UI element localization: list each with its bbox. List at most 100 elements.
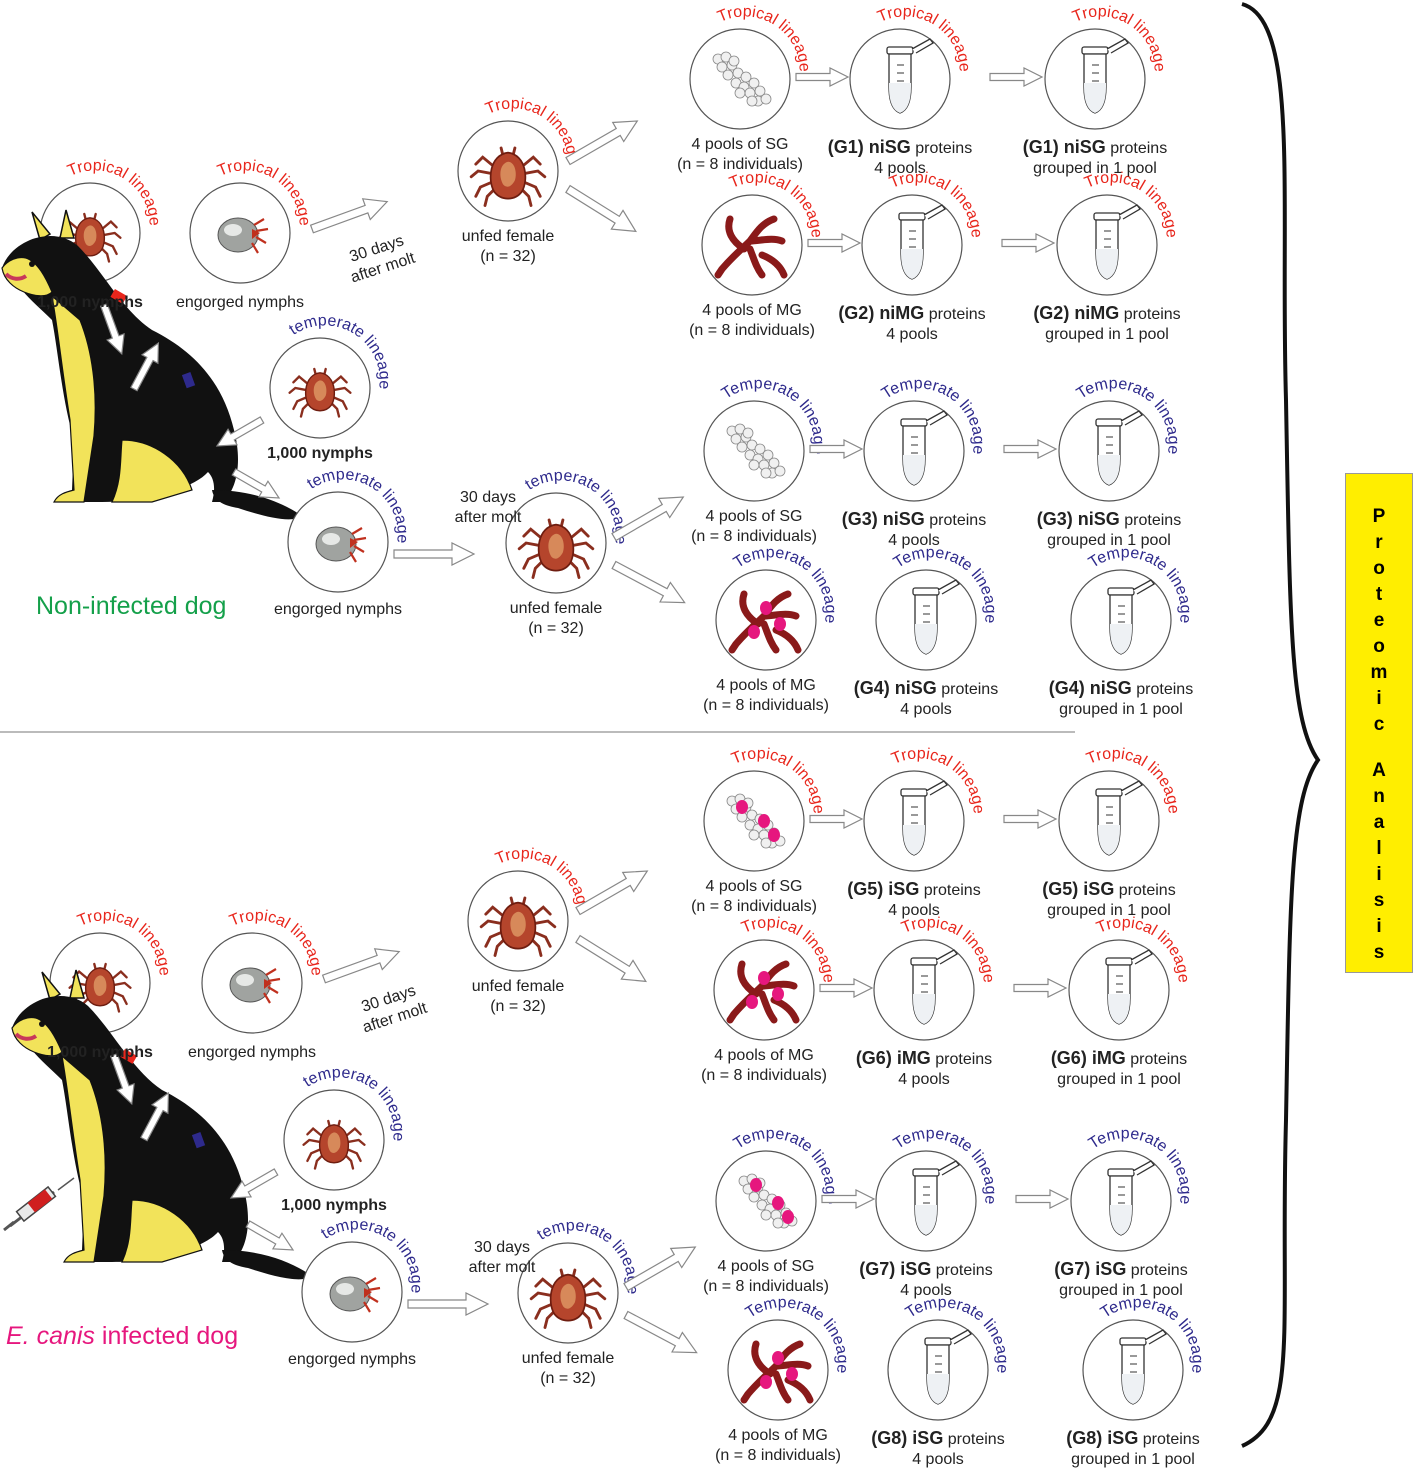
- caption-line: unfed female: [509, 600, 603, 617]
- group-pools: 4 pools: [886, 326, 938, 343]
- proteomic-letter: m: [1370, 662, 1388, 683]
- caption-line: (n = 32): [480, 248, 536, 265]
- group-proteins: proteins: [1125, 1051, 1188, 1068]
- group-proteins: proteins: [924, 512, 987, 529]
- group-code: (G7) iSG: [1054, 1259, 1127, 1279]
- group-proteins: proteins: [936, 681, 999, 698]
- group-proteins: proteins: [919, 882, 981, 899]
- node-circle: [703, 770, 805, 872]
- infected-dog-caption: E. canis infected dog: [6, 1322, 238, 1351]
- group-pools: 4 pools: [888, 902, 940, 919]
- infection-dot: [760, 601, 772, 615]
- group-pools: grouped in 1 pool: [1033, 160, 1157, 177]
- proteomic-letter: c: [1373, 714, 1385, 735]
- node-caption: engorged nymphs: [188, 1043, 316, 1063]
- caption-line: 4 pools of MG: [716, 677, 816, 694]
- node-circle: [715, 569, 817, 671]
- caption-line: (n = 32): [540, 1370, 596, 1387]
- group-title: (G3) niSG proteins: [1037, 509, 1181, 531]
- proteomic-letter: s: [1373, 890, 1385, 911]
- group-pools: grouped in 1 pool: [1071, 1451, 1195, 1468]
- node-circle: [703, 400, 805, 502]
- infection-dot: [746, 995, 758, 1009]
- group-title: (G6) iMG proteins: [1051, 1048, 1187, 1070]
- caption-line: engorged nymphs: [175, 294, 305, 311]
- group-label: (G8) iSG proteins grouped in 1 pool: [1066, 1428, 1199, 1470]
- tropical-sg-node: Tropical lineage: [703, 725, 844, 872]
- group-code: (G8) iSG: [1066, 1428, 1139, 1448]
- infection-dot: [774, 617, 786, 631]
- group-pools: 4 pools: [888, 532, 940, 549]
- proteomic-letter: s: [1373, 942, 1385, 963]
- node-caption: 4 pools of MG (n = 8 individuals): [701, 1046, 827, 1086]
- caption-line: (n = 32): [490, 998, 546, 1015]
- group-pools: grouped in 1 pool: [1057, 1071, 1181, 1088]
- proteomic-letter: A: [1372, 760, 1386, 781]
- node-caption: engorged nymphs: [274, 600, 402, 620]
- nymph-caption: 1,000 nymphs: [47, 1043, 153, 1063]
- group-title: (G8) iSG proteins: [1066, 1428, 1199, 1450]
- group-label: (G7) iSG proteins 4 pools: [859, 1259, 992, 1301]
- node-circle: [727, 1319, 829, 1421]
- group-title: (G8) iSG proteins: [871, 1428, 1004, 1450]
- node-caption: 4 pools of MG (n = 8 individuals): [689, 301, 815, 341]
- group-label: (G1) niSG proteins grouped in 1 pool: [1023, 137, 1167, 179]
- node-caption: unfed female (n = 32): [472, 977, 565, 1017]
- group-title: (G4) niSG proteins: [854, 678, 998, 700]
- group-label: (G2) niMG proteins 4 pools: [838, 303, 985, 345]
- caption-line: engorged nymphs: [287, 1351, 417, 1368]
- node-circle: [701, 194, 803, 296]
- bracket-brace: [1241, 2, 1321, 1448]
- molt-line: 30 days: [473, 1239, 531, 1256]
- node-caption: engorged nymphs: [288, 1350, 416, 1370]
- group-code: (G4) niSG: [1048, 678, 1132, 698]
- temperate-sg-pool-node: Temperate lineage: [1070, 1102, 1215, 1252]
- caption-line: 4 pools of MG: [728, 1427, 828, 1444]
- group-pools: 4 pools: [900, 701, 952, 718]
- group-code: (G4) niSG: [853, 678, 937, 698]
- molt-note: 30 days after molt: [469, 1238, 536, 1278]
- temperate-patch: [181, 372, 196, 389]
- flow-arrow: [989, 67, 1043, 87]
- group-code: (G1) niSG: [827, 137, 911, 157]
- node-circle: [689, 28, 791, 130]
- proteomic-letter: e: [1373, 610, 1385, 631]
- group-pools: grouped in 1 pool: [1047, 902, 1171, 919]
- group-title: (G1) niSG proteins: [828, 137, 972, 159]
- group-label: (G5) iSG proteins 4 pools: [847, 879, 980, 921]
- proteomic-letter: o: [1373, 558, 1385, 579]
- group-proteins: proteins: [1119, 512, 1182, 529]
- proteomic-letter: P: [1372, 506, 1386, 527]
- group-pools: 4 pools: [874, 160, 926, 177]
- group-proteins: proteins: [1126, 1262, 1188, 1279]
- infection-dot: [786, 1367, 798, 1381]
- group-label: (G6) iMG proteins 4 pools: [856, 1048, 992, 1090]
- group-label: (G2) niMG proteins grouped in 1 pool: [1033, 303, 1180, 345]
- proteomic-letter: n: [1373, 786, 1385, 807]
- node-caption: engorged nymphs: [176, 293, 304, 313]
- caption-line: (n = 32): [528, 620, 584, 637]
- proteomic-letter: i: [1376, 916, 1382, 937]
- node-caption: 4 pools of MG (n = 8 individuals): [703, 676, 829, 716]
- group-title: (G2) niMG proteins: [838, 303, 985, 325]
- node-circle: [713, 939, 815, 1041]
- temperate-sg-tube-node: Temperate lineage: [875, 1102, 1020, 1252]
- infection-dot: [768, 828, 780, 842]
- temperate-sg-tube-node: Temperate lineage: [863, 352, 1008, 502]
- group-pools: 4 pools: [912, 1451, 964, 1468]
- temperate-sg-pool-node: Temperate lineage: [1058, 352, 1203, 502]
- caption-line: engorged nymphs: [273, 601, 403, 618]
- node-caption: 4 pools of SG (n = 8 individuals): [703, 1257, 829, 1297]
- group-code: (G5) iSG: [847, 879, 920, 899]
- molt-line: after molt: [468, 1259, 536, 1276]
- molt-note: 30 days after molt: [455, 488, 522, 528]
- group-code: (G2) niMG: [1033, 303, 1120, 323]
- noninfected-dog-caption: Non-infected dog: [36, 592, 227, 620]
- node-caption: 4 pools of SG (n = 8 individuals): [691, 507, 817, 547]
- group-proteins: proteins: [1131, 681, 1194, 698]
- group-label: (G6) iMG proteins grouped in 1 pool: [1051, 1048, 1187, 1090]
- proteomic-letter: t: [1375, 584, 1383, 605]
- node-caption: unfed female (n = 32): [510, 599, 603, 639]
- group-label: (G5) iSG proteins grouped in 1 pool: [1042, 879, 1175, 921]
